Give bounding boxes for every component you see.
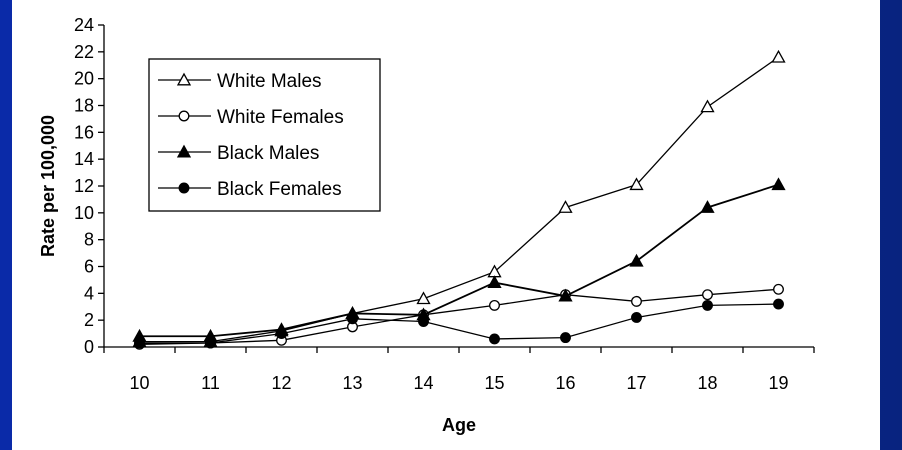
data-point [489,299,500,311]
data-point [558,200,573,213]
data-point [347,313,358,325]
axes [98,24,815,353]
x-tick-label: 14 [413,373,433,393]
data-point [134,337,145,349]
data-point [629,253,644,267]
legend-label: White Males [217,71,322,92]
y-tick-label: 18 [74,96,94,116]
legend-label: Black Females [217,179,342,200]
legend-label: Black Males [217,143,319,164]
x-tick-label: 12 [271,373,291,393]
y-axis-title: Rate per 100,000 [38,115,58,257]
y-tick-label: 20 [74,69,94,89]
legend-item-black-females: Black Females [158,179,342,200]
data-point [631,295,642,307]
x-tick-label: 13 [342,373,362,393]
legend-item-black-males: Black Males [158,143,319,164]
y-tick-label: 10 [74,203,94,223]
y-tick-label: 4 [84,283,94,303]
legend-label: White Females [217,107,344,128]
y-tick-label: 16 [74,122,94,142]
data-point [631,312,642,323]
series-black-females [134,298,784,349]
data-point [771,177,786,191]
y-tick-label: 24 [74,15,94,35]
x-tick-label: 10 [129,373,149,393]
legend-item-white-males: White Males [158,71,322,92]
y-tick-label: 8 [84,230,94,250]
data-point [629,177,644,191]
x-tick-label: 19 [768,373,788,393]
x-tick-label: 16 [555,373,575,393]
data-point [560,332,571,344]
legend-item-white-females: White Females [158,107,344,128]
series-line [139,183,779,338]
legend-swatch-marker [178,110,190,122]
data-point [205,337,216,349]
data-point [700,99,715,113]
series-layer [132,49,786,350]
legend-swatch-marker [178,182,190,194]
series-white-females [134,283,784,350]
legend-swatch-marker [176,72,192,86]
x-axis-title: Age [442,415,476,435]
series-line [139,288,779,345]
x-tick-label: 15 [484,373,504,393]
data-point [487,275,502,289]
x-tick-label: 18 [697,373,717,393]
data-point [558,288,573,302]
data-point [773,283,784,295]
y-tick-label: 0 [84,337,94,357]
data-point [418,316,429,327]
x-tick-label: 11 [201,373,220,393]
series-line [139,56,779,343]
data-point [702,299,713,311]
data-point [416,291,431,305]
x-tick-labels: 10 11 12 13 14 15 16 17 18 19 [129,373,788,393]
x-tick-label: 17 [626,373,646,393]
y-tick-label: 6 [84,257,94,277]
data-point [771,49,786,63]
data-point [702,289,713,301]
y-tick-label: 12 [74,176,94,196]
y-tick-label: 14 [74,149,94,169]
legend-swatch-marker [176,144,192,158]
data-point [700,200,715,213]
data-point [276,328,287,340]
chart-panel: 0 2 4 6 8 10 12 14 16 18 20 22 24 10 11 12 13 14 15 16 17 18… [12,0,880,450]
data-point [489,333,500,345]
data-point [773,298,784,310]
series-line [139,303,779,344]
y-tick-label: 2 [84,310,94,330]
y-tick-label: 22 [74,42,94,62]
legend: White Males White Females Black Males Black… [148,58,381,212]
